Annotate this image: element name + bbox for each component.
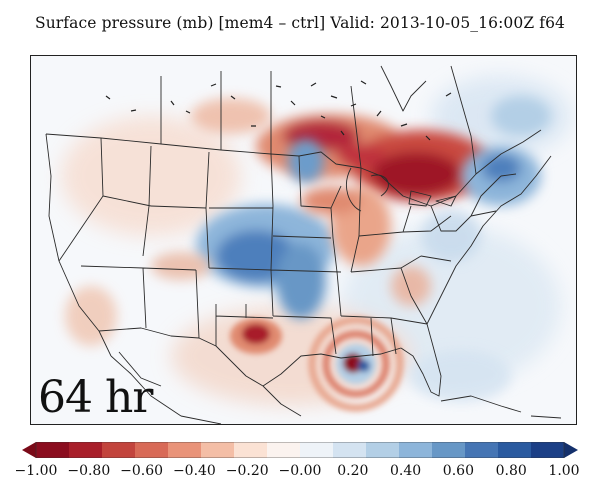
colorbar-tick-label: −0.80 bbox=[67, 463, 111, 479]
colorbar-tick-label: 0.80 bbox=[495, 463, 527, 479]
colorbar-frame bbox=[35, 442, 565, 458]
lead-time-label: 64 hr bbox=[38, 372, 153, 423]
colorbar-tick-label: −1.00 bbox=[14, 463, 58, 479]
colorbar-max-arrow bbox=[564, 442, 578, 458]
pressure-anomaly-field bbox=[61, 76, 571, 412]
colorbar-cell bbox=[234, 442, 268, 458]
colorbar-cell bbox=[300, 442, 334, 458]
map-title: Surface pressure (mb) [mem4 – ctrl] Vali… bbox=[35, 14, 565, 32]
colorbar-cell bbox=[201, 442, 235, 458]
colorbar-ticks: −1.00 −0.80 −0.60 −0.40 −0.20 −0.00 0.20 0.40 0.… bbox=[0, 463, 600, 483]
colorbar-tick-label: −0.20 bbox=[225, 463, 269, 479]
colorbar-cell bbox=[267, 442, 301, 458]
colorbar-cell bbox=[498, 442, 532, 458]
colorbar-cell bbox=[399, 442, 433, 458]
colorbar-min-arrow bbox=[22, 442, 36, 458]
colorbar-cells bbox=[36, 442, 565, 458]
colorbar-tick-label: −0.60 bbox=[120, 463, 164, 479]
colorbar-cell bbox=[135, 442, 169, 458]
colorbar-cell bbox=[432, 442, 466, 458]
map-boundaries bbox=[45, 65, 562, 424]
colorbar-cell bbox=[36, 442, 70, 458]
colorbar-tick-label: 0.40 bbox=[390, 463, 422, 479]
colorbar-tick-label: 1.00 bbox=[548, 463, 580, 479]
colorbar-cell bbox=[168, 442, 202, 458]
colorbar bbox=[22, 442, 578, 458]
colorbar-cell bbox=[102, 442, 136, 458]
pressure-map bbox=[30, 55, 577, 425]
lake-fragments bbox=[105, 80, 452, 141]
colorbar-tick-label: −0.40 bbox=[172, 463, 216, 479]
colorbar-tick-label: 0.20 bbox=[337, 463, 369, 479]
pressure-map-svg bbox=[31, 56, 576, 424]
colorbar-cell bbox=[366, 442, 400, 458]
colorbar-tick-label: −0.00 bbox=[278, 463, 322, 479]
colorbar-cell bbox=[333, 442, 367, 458]
colorbar-cell bbox=[69, 442, 103, 458]
colorbar-cell bbox=[531, 442, 565, 458]
colorbar-tick-label: 0.60 bbox=[442, 463, 474, 479]
colorbar-cell bbox=[465, 442, 499, 458]
